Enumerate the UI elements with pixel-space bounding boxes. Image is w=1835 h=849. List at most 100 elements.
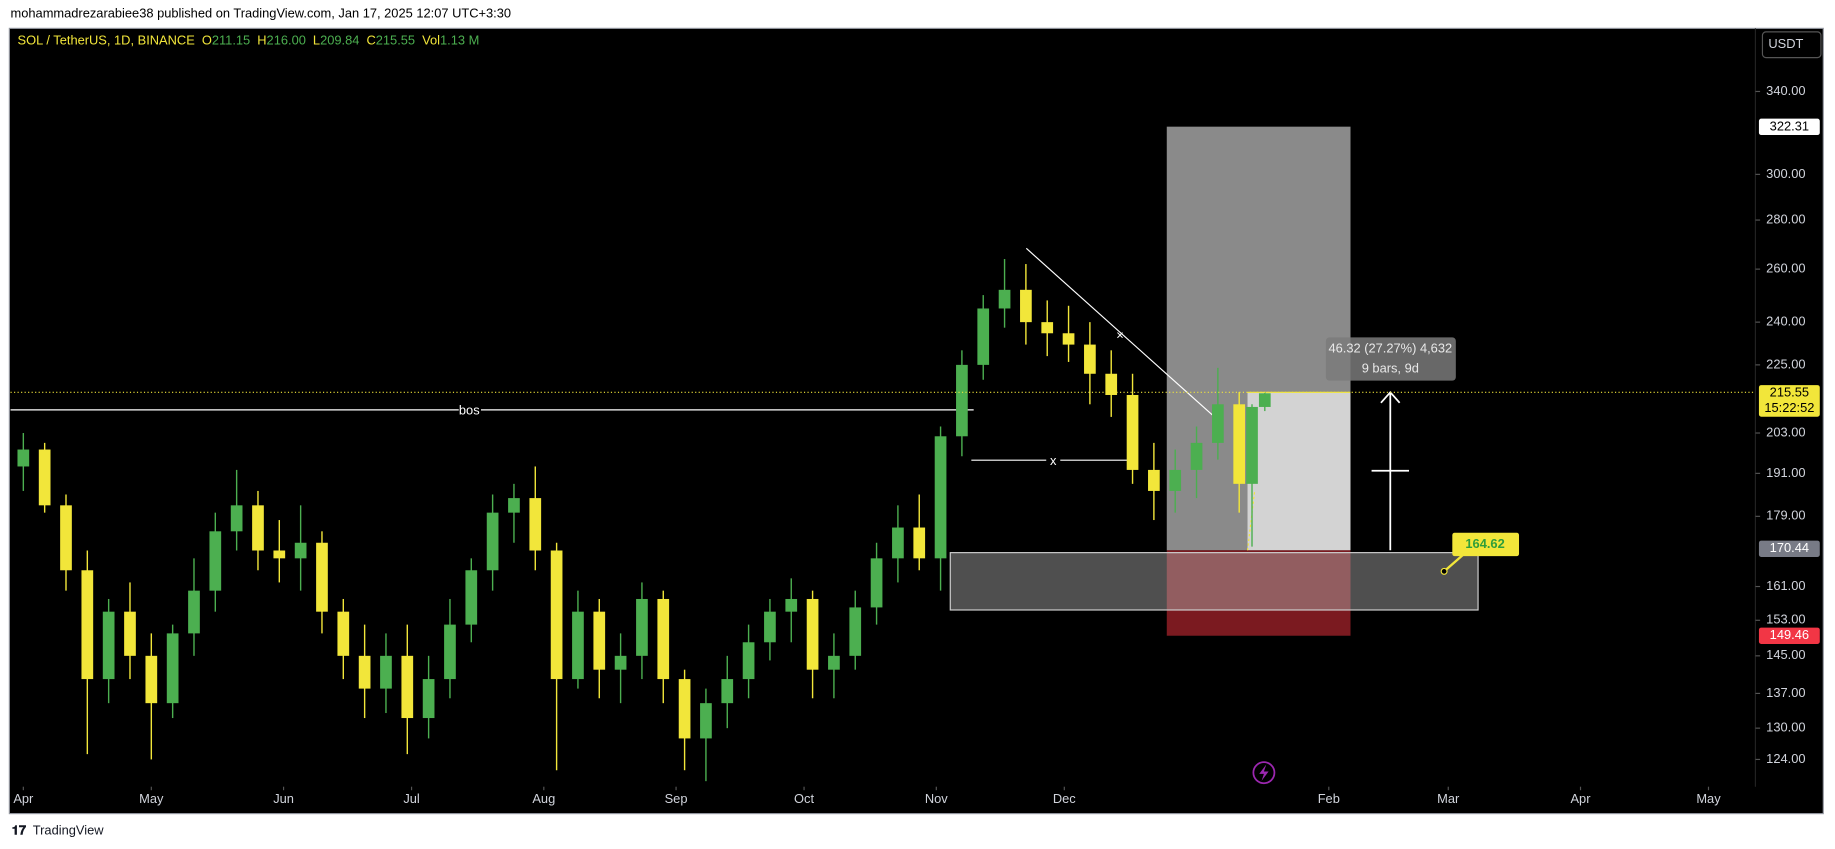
callout-pointer	[1443, 554, 1464, 573]
x-tick-label: Mar	[1437, 791, 1460, 806]
y-tick-label: 145.00	[1766, 647, 1805, 662]
candle-body	[977, 308, 990, 365]
candle-body	[700, 703, 712, 739]
footer-brand: TradingView	[33, 823, 104, 838]
candle-body	[678, 679, 691, 739]
ohlc-value: 215.55	[376, 33, 415, 48]
candle-body	[1084, 344, 1096, 374]
trend-line	[1025, 247, 1218, 420]
measure-dash	[1246, 491, 1256, 551]
candle-body	[956, 364, 968, 437]
candle-body	[913, 527, 926, 559]
measure-bars: 9 bars, 9d	[1362, 360, 1419, 375]
price-label-bg	[1758, 627, 1820, 644]
x-label: x	[1050, 453, 1057, 468]
ohlc-label: C	[366, 33, 375, 48]
trend-cross: ×	[1116, 328, 1124, 343]
candle-body	[508, 498, 520, 513]
currency-button[interactable]	[1761, 31, 1822, 59]
candle-body	[465, 570, 478, 625]
candle-body	[1258, 393, 1271, 407]
candle-body	[1233, 404, 1246, 484]
event-icon[interactable]	[1252, 761, 1276, 785]
y-tick-label: 124.00	[1766, 751, 1805, 766]
candle-body	[294, 542, 307, 559]
demand-zone	[949, 552, 1479, 611]
candle-body	[358, 655, 371, 689]
y-tick-label: 260.00	[1766, 261, 1805, 276]
candle-body	[252, 505, 264, 551]
candle-body	[721, 679, 734, 704]
x-tick-label: May	[1696, 791, 1721, 806]
candle-body	[17, 449, 30, 467]
candle-body	[550, 550, 563, 680]
y-tick-label: 240.00	[1766, 314, 1805, 329]
candle-body	[892, 527, 904, 559]
callout-text: 164.62	[1465, 536, 1504, 551]
stop-zone	[1166, 550, 1351, 636]
candle-body	[380, 655, 392, 689]
candle-body	[1190, 442, 1203, 470]
x-tick-label: Jun	[273, 791, 294, 806]
candle-body	[188, 590, 200, 634]
candle-body	[60, 505, 72, 571]
candles	[17, 259, 1271, 782]
y-tick-label: 340.00	[1766, 83, 1805, 98]
candle-body	[1246, 406, 1258, 484]
currency[interactable]: USDT	[1768, 36, 1803, 51]
x-tick-label: Jul	[403, 791, 419, 806]
chart-bg	[8, 27, 1824, 815]
candle-body	[209, 531, 222, 591]
candle-body	[102, 611, 115, 680]
candle-body	[636, 598, 648, 656]
event-bolt	[1259, 764, 1269, 781]
y-tick-label: 203.00	[1766, 424, 1805, 439]
y-tick-label: 280.00	[1766, 211, 1805, 226]
x-tick-label: Dec	[1053, 791, 1076, 806]
candle-body	[273, 550, 286, 559]
y-tick-label: 153.00	[1766, 612, 1805, 627]
price-label-bg	[1758, 385, 1820, 417]
candle-body	[870, 558, 883, 608]
candle-body	[1041, 322, 1054, 334]
price-label: 170.44	[1770, 540, 1809, 555]
candle-body	[124, 611, 136, 656]
candle-body	[593, 611, 606, 670]
candle-body	[1062, 333, 1075, 345]
x-tick-label: Apr	[1570, 791, 1591, 806]
candle-body	[316, 542, 328, 612]
x-tick-label: Feb	[1318, 791, 1340, 806]
published-note: mohammadrezarabiee38 published on Tradin…	[11, 6, 512, 21]
x-tick-label: Apr	[13, 791, 34, 806]
candle-body	[785, 598, 798, 612]
callout-anchor	[1440, 567, 1448, 575]
candle-body	[806, 598, 819, 670]
measure-box	[1325, 337, 1456, 381]
ohlc-label: Vol	[422, 33, 440, 48]
ohlc-label: H	[257, 33, 266, 48]
candle-body	[934, 436, 947, 559]
callout-box	[1452, 532, 1520, 557]
candle-body	[145, 655, 158, 704]
candle-body	[1212, 404, 1224, 443]
ohlc-label: O	[202, 33, 212, 48]
candle-body	[486, 512, 499, 571]
ohlc-value: 209.84	[320, 33, 359, 48]
price-label: 215.55	[1770, 385, 1809, 400]
x-tick-label: Sep	[665, 791, 688, 806]
candle-body	[764, 611, 776, 643]
y-tick-label: 179.00	[1766, 508, 1805, 523]
y-tick-label: 300.00	[1766, 166, 1805, 181]
overlay: bos x 46.32 (27.27%) 4,632 9 bars, 9d 16…	[10, 337, 1756, 785]
bos-label-bg	[458, 404, 481, 417]
y-tick-label: 225.00	[1766, 356, 1805, 371]
x-label-bg	[1046, 454, 1061, 468]
ohlc-value: 211.15	[212, 33, 250, 48]
candle-body	[998, 289, 1011, 309]
candle-body	[422, 679, 435, 719]
measure-text: 46.32 (27.27%) 4,632	[1328, 340, 1452, 355]
y-tick-label: 161.00	[1766, 578, 1805, 593]
countdown: 15:22:52	[1764, 400, 1814, 415]
candle-body	[444, 624, 456, 680]
